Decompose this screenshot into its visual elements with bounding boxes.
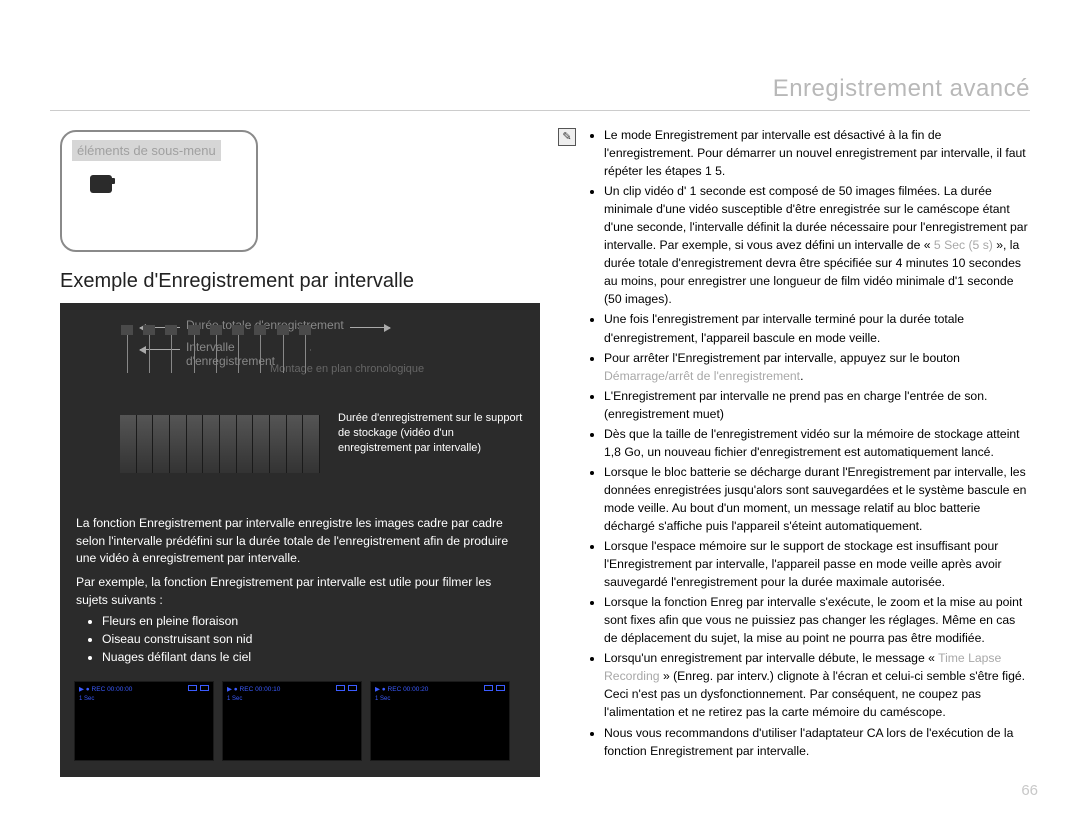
- body-para-2: Par exemple, la fonction Enregistrement …: [76, 574, 524, 609]
- submenu-box: éléments de sous-menu: [60, 130, 258, 252]
- left-column: éléments de sous-menu Exemple d'Enregist…: [60, 130, 540, 777]
- list-item: Un clip vidéo d' 1 seconde est composé d…: [604, 182, 1030, 308]
- body-para-1: La fonction Enregistrement par intervall…: [76, 515, 524, 568]
- list-item: Oiseau construisant son nid: [102, 631, 524, 649]
- preview-thumbnail: ▶ ● REC 00:00:001 Sec: [74, 681, 214, 761]
- preview-thumbnail: ▶ ● REC 00:00:101 Sec: [222, 681, 362, 761]
- list-item: L'Enregistrement par intervalle ne prend…: [604, 387, 1030, 423]
- film-strip: [120, 415, 320, 473]
- list-item: Lorsque le bloc batterie se décharge dur…: [604, 463, 1030, 535]
- section-header: Enregistrement avancé: [773, 75, 1030, 103]
- right-column: ✎ Le mode Enregistrement par intervalle …: [560, 126, 1030, 762]
- example-heading: Exemple d'Enregistrement par intervalle: [60, 270, 540, 293]
- interval-diagram: Durée totale d'enregistrement Intervalle…: [60, 303, 540, 503]
- diagram-caption: Durée d'enregistrement sur le support de…: [338, 411, 528, 456]
- example-body: La fonction Enregistrement par intervall…: [60, 503, 540, 675]
- header-rule: [50, 110, 1030, 111]
- thumbnail-row: ▶ ● REC 00:00:001 Sec▶ ● REC 00:00:101 S…: [60, 675, 540, 777]
- example-panel: Durée totale d'enregistrement Intervalle…: [60, 303, 540, 777]
- list-item: Nuages défilant dans le ciel: [102, 649, 524, 667]
- preview-thumbnail: ▶ ● REC 00:00:201 Sec: [370, 681, 510, 761]
- list-item: Lorsque la fonction Enreg par intervalle…: [604, 593, 1030, 647]
- list-item: Lorsque l'espace mémoire sur le support …: [604, 537, 1030, 591]
- example-bullets: Fleurs en pleine floraisonOiseau constru…: [76, 613, 524, 666]
- submenu-title: éléments de sous-menu: [72, 140, 221, 161]
- list-item: Lorsqu'un enregistrement par intervalle …: [604, 649, 1030, 721]
- note-icon: ✎: [558, 128, 576, 146]
- notes-list: Le mode Enregistrement par intervalle es…: [560, 126, 1030, 760]
- list-item: Une fois l'enregistrement par intervalle…: [604, 310, 1030, 346]
- list-item: Pour arrêter l'Enregistrement par interv…: [604, 349, 1030, 385]
- list-item: Dès que la taille de l'enregistrement vi…: [604, 425, 1030, 461]
- camera-icon: [90, 175, 112, 193]
- page-number: 66: [1021, 782, 1038, 799]
- list-item: Le mode Enregistrement par intervalle es…: [604, 126, 1030, 180]
- list-item: Fleurs en pleine floraison: [102, 613, 524, 631]
- list-item: Nous vous recommandons d'utiliser l'adap…: [604, 724, 1030, 760]
